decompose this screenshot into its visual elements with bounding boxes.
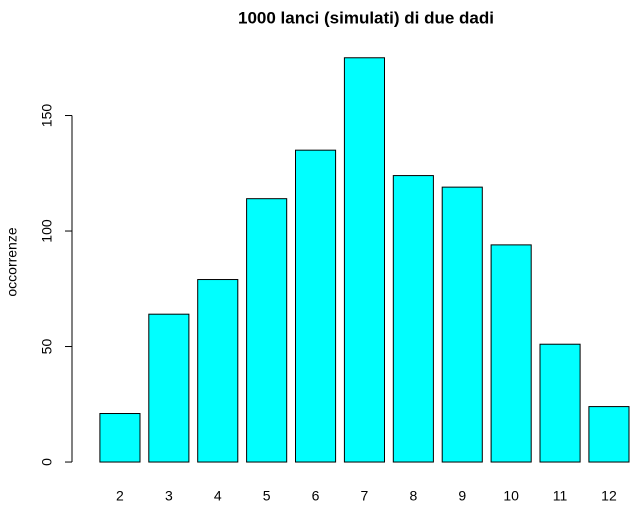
x-tick-label: 9 [458, 488, 466, 504]
bar [246, 198, 288, 463]
bar [588, 406, 630, 463]
bar [441, 186, 483, 463]
bar [392, 175, 434, 463]
bar [197, 279, 239, 463]
x-tick-label: 2 [116, 488, 124, 504]
bar [490, 244, 532, 463]
bar [99, 413, 141, 463]
x-tick-label: 3 [165, 488, 173, 504]
x-tick-label: 7 [361, 488, 369, 504]
x-tick-label: 12 [601, 488, 617, 504]
y-tick-label: 0 [39, 458, 55, 466]
y-tick-label: 50 [39, 339, 55, 355]
y-axis-label: occorrenze [4, 227, 20, 296]
chart-title: 1000 lanci (simulati) di due dadi [238, 8, 494, 27]
x-tick-label: 10 [503, 488, 519, 504]
x-tick-label: 11 [553, 488, 568, 504]
x-tick-label: 6 [312, 488, 320, 504]
bar [539, 343, 581, 463]
bar [343, 57, 385, 463]
y-tick-label: 100 [39, 219, 55, 243]
y-tick-label: 150 [39, 104, 55, 128]
x-tick-label: 8 [409, 488, 417, 504]
bar [295, 149, 337, 463]
x-tick-label: 4 [214, 488, 222, 504]
x-tick-label: 5 [263, 488, 271, 504]
bar [148, 313, 190, 463]
